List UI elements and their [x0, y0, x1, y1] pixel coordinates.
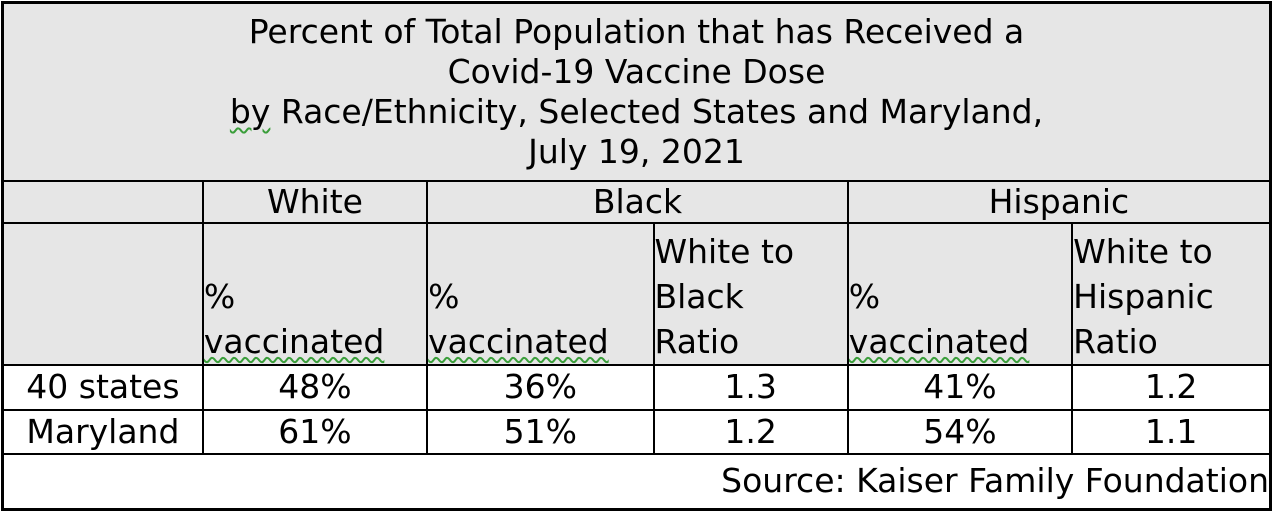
column-group-hispanic: Hispanic: [846, 179, 1272, 224]
title-line-2: Covid-19 Vaccine Dose: [447, 51, 826, 91]
row-label-40-states: 40 states: [1, 363, 204, 411]
cell-maryland-black-pct: 51%: [426, 408, 655, 455]
table-title: Percent of Total Population that has Rec…: [1, 1, 1272, 182]
pct-vaccinated-word: vaccinated: [848, 321, 1030, 361]
pct-vaccinated-word: vaccinated: [203, 321, 385, 361]
pct-symbol: %: [848, 276, 881, 316]
header-white-to-black-ratio: White to Black Ratio: [652, 221, 849, 366]
header-black-pct-vaccinated: % vaccinated: [426, 221, 655, 366]
cell-maryland-white-black-ratio: 1.2: [652, 408, 849, 455]
cell-40states-white-black-ratio: 1.3: [652, 363, 849, 411]
header-white-to-hispanic-ratio: White to Hispanic Ratio: [1071, 221, 1272, 366]
cell-40states-hispanic-pct: 41%: [846, 363, 1074, 411]
pct-vaccinated-word: vaccinated: [428, 321, 609, 361]
column-group-blank: [1, 179, 204, 224]
cell-maryland-white-hispanic-ratio: 1.1: [1071, 408, 1272, 455]
title-line-3: by Race/Ethnicity, Selected States and M…: [5, 91, 1269, 132]
column-group-header-row: White Black Hispanic: [1, 179, 1272, 224]
cell-40states-black-pct: 36%: [426, 363, 655, 411]
title-line-3-rest: Race/Ethnicity, Selected States and Mary…: [270, 91, 1044, 131]
column-group-black: Black: [426, 179, 849, 224]
table-source: Source: Kaiser Family Foundation: [1, 452, 1272, 511]
table-row-maryland: Maryland 61% 51% 1.2 54% 1.1: [1, 408, 1272, 455]
cell-maryland-hispanic-pct: 54%: [846, 408, 1074, 455]
header-white-pct-vaccinated: % vaccinated: [201, 221, 429, 366]
table-row-40-states: 40 states 48% 36% 1.3 41% 1.2: [1, 363, 1272, 411]
cell-40states-white-pct: 48%: [201, 363, 429, 411]
title-squiggle-word: by: [229, 91, 271, 131]
pct-symbol: %: [428, 276, 460, 316]
column-group-white: White: [201, 179, 429, 224]
pct-symbol: %: [203, 276, 236, 316]
sub-header-blank: [1, 221, 204, 366]
title-line-1: Percent of Total Population that has Rec…: [248, 11, 1025, 51]
row-label-maryland: Maryland: [1, 408, 204, 455]
title-line-4: July 19, 2021: [528, 131, 745, 171]
source-row: Source: Kaiser Family Foundation: [1, 452, 1272, 511]
header-hispanic-pct-vaccinated: % vaccinated: [846, 221, 1074, 366]
sub-header-row: % vaccinated % vaccinated White to Black R…: [1, 221, 1272, 366]
title-row: Percent of Total Population that has Rec…: [1, 1, 1272, 182]
cell-40states-white-hispanic-ratio: 1.2: [1071, 363, 1272, 411]
cell-maryland-white-pct: 61%: [201, 408, 429, 455]
